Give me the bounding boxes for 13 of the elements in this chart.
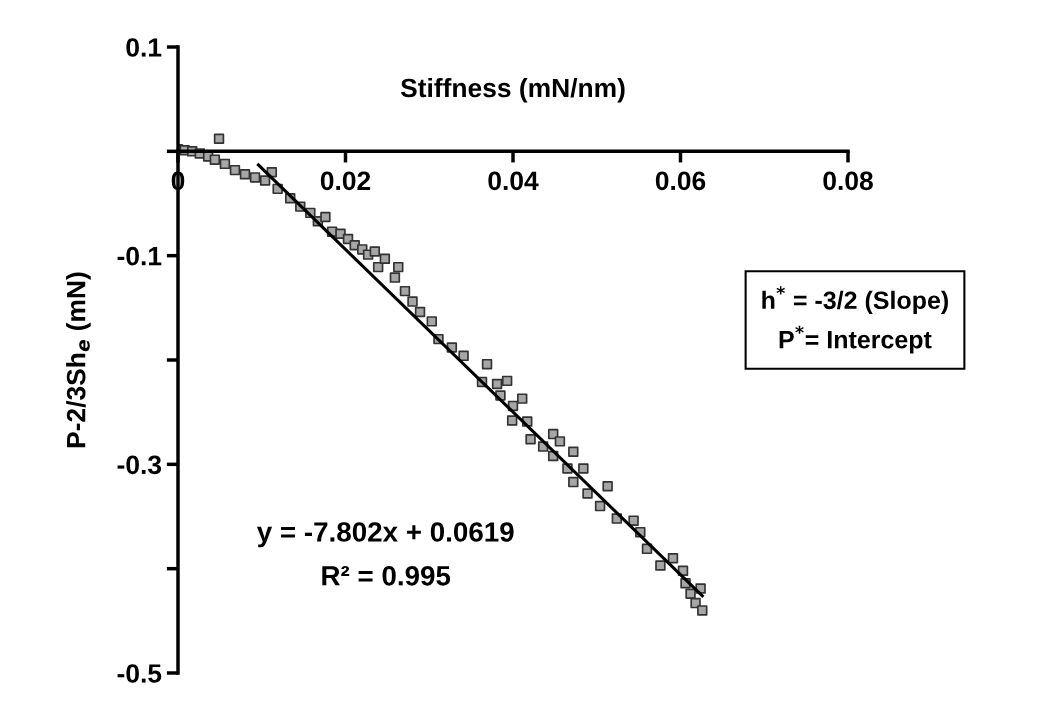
- annotation: y = -7.802x + 0.0619: [256, 522, 514, 548]
- y-tick-label: 0.1: [126, 38, 162, 57]
- y-tick-label: -0.5: [117, 664, 162, 683]
- x-tick-label: 0.06: [655, 171, 706, 191]
- y-tick-label: -0.1: [117, 246, 162, 266]
- annotation: R² = 0.995: [322, 565, 451, 586]
- x-tick-label: 0.02: [320, 171, 371, 191]
- x-tick-label: 0.04: [488, 171, 539, 191]
- y-tick-label: -0.3: [117, 455, 162, 475]
- annotation: h$^{*}$ = -3/2 (Slope) P$^{*}$= Intercept: [762, 286, 948, 354]
- x-tick-label: 0.08: [823, 171, 873, 191]
- x-axis-title: Stiffness (mN/nm): [400, 77, 625, 103]
- y-axis-title: P-2/3Sh$_{e}$ (mN): [66, 272, 91, 448]
